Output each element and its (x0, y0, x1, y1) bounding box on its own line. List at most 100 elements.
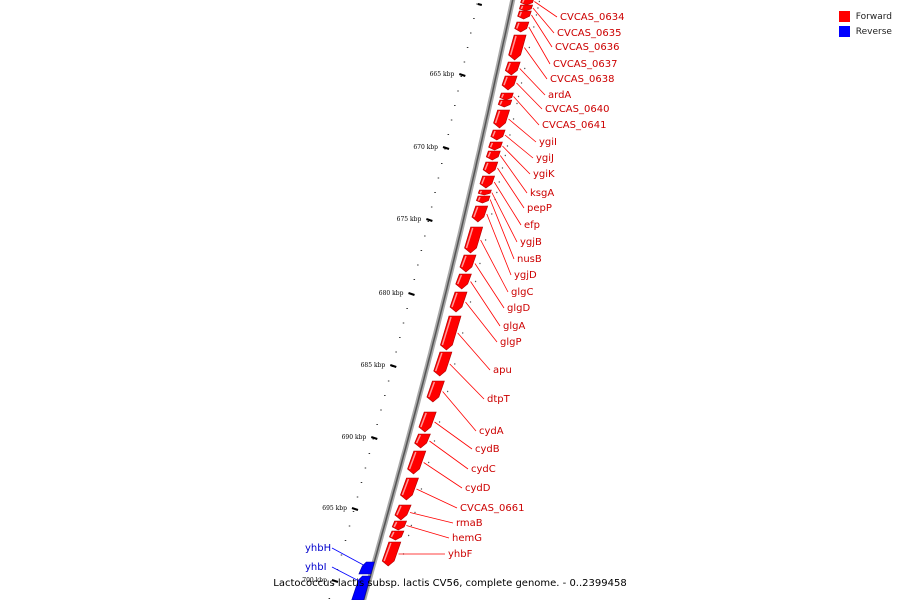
gene-leader-line (489, 199, 515, 260)
gene-dot (506, 145, 509, 147)
gene-label[interactable]: cydC (471, 464, 496, 475)
gene-label[interactable]: CVCAS_0661 (460, 503, 524, 514)
gene-arrow[interactable] (493, 109, 511, 129)
gene-arrow[interactable] (407, 450, 427, 475)
reverse-swatch (838, 26, 850, 37)
gene-label[interactable]: nusB (517, 254, 542, 265)
gene-label[interactable]: ardA (548, 90, 571, 101)
gene-highlight (484, 162, 489, 171)
gene-label[interactable]: ygiJ (536, 153, 554, 164)
gene-label[interactable]: hemG (452, 533, 482, 544)
gene-dot (528, 46, 531, 49)
gene-leader-line (331, 566, 360, 582)
gene-label[interactable]: CVCAS_0638 (550, 74, 614, 85)
gene-leader-line (465, 301, 498, 343)
gene-highlight (473, 206, 479, 218)
gene-label[interactable]: cydA (479, 426, 504, 437)
gene-leader-line (519, 68, 546, 96)
gene-leader-line (457, 332, 491, 371)
gene-dot (479, 262, 481, 265)
gene-highlight (487, 151, 492, 158)
gene-leader-line (528, 26, 551, 65)
gene-highlight (481, 176, 486, 185)
gene-highlight (503, 76, 508, 86)
gene-label[interactable]: CVCAS_0640 (545, 104, 609, 115)
gene-label[interactable]: ygiI (539, 137, 557, 148)
gene-highlight (408, 451, 417, 470)
gene-label[interactable]: glgD (507, 303, 530, 314)
gene-highlight (393, 521, 398, 528)
gene-leader-line (531, 14, 553, 48)
gene-leader-line (423, 462, 463, 489)
gene-highlight (479, 190, 483, 194)
gene-dot (537, 7, 539, 9)
gene-label[interactable]: glgP (500, 337, 522, 348)
gene-arrow[interactable] (433, 351, 453, 377)
axis-tick-label: 685 kbp (361, 362, 386, 369)
gene-arrow-reverse[interactable] (351, 575, 371, 600)
gene-label[interactable]: rmaB (456, 518, 483, 529)
gene-label[interactable]: CVCAS_0641 (542, 120, 606, 131)
gene-label[interactable]: CVCAS_0637 (553, 59, 617, 70)
gene-leader-line (493, 181, 522, 226)
axis-tick-label: 665 kbp (430, 71, 455, 78)
gene-label[interactable]: CVCAS_0634 (560, 12, 624, 23)
major-tick (370, 436, 378, 440)
gene-arrow-reverse[interactable] (358, 561, 375, 575)
gene-arrow[interactable] (394, 504, 412, 521)
gene-label[interactable]: ygiK (533, 169, 555, 180)
gene-label[interactable]: efp (524, 220, 540, 231)
gene-highlight (521, 0, 525, 3)
gene-dot (420, 488, 423, 490)
gene-leader-line (416, 488, 458, 509)
gene-label[interactable]: apu (493, 365, 512, 376)
gene-label[interactable]: cydB (475, 444, 500, 455)
axis-tick-label: 700 kbp (302, 577, 327, 584)
gene-leader-line (491, 192, 518, 243)
legend-forward: Forward (838, 9, 892, 24)
gene-label[interactable]: dtpT (487, 394, 511, 405)
gene-dot (535, 14, 538, 16)
gene-arrow[interactable] (426, 380, 445, 403)
gene-arrow[interactable] (400, 477, 419, 501)
major-tick (477, 3, 483, 6)
gene-label[interactable]: yhbF (448, 549, 473, 560)
gene-label[interactable]: cydD (465, 483, 491, 494)
gene-highlight (451, 292, 458, 308)
gene-label[interactable]: ygjB (520, 237, 542, 248)
gene-dot (538, 0, 541, 3)
gene-label[interactable]: ygjD (514, 270, 537, 281)
gene-label[interactable]: yhbI (305, 562, 327, 573)
gene-leader-line (502, 145, 531, 175)
gene-label[interactable]: glgC (511, 287, 533, 298)
backbone-core (362, 0, 514, 600)
gene-label[interactable]: yhbH (305, 543, 331, 554)
gene-arrow[interactable] (508, 34, 527, 61)
map-caption: Lactococcus lactis subsp. lactis CV56, c… (273, 578, 627, 589)
gene-label[interactable]: glgA (503, 321, 525, 332)
gene-highlight (415, 434, 422, 444)
gene-dot (474, 280, 477, 283)
legend: Forward Reverse (838, 9, 892, 39)
gene-leader-line (534, 1, 558, 18)
gene-label[interactable]: CVCAS_0636 (555, 42, 619, 53)
gene-highlight (499, 100, 503, 105)
gene-leader-line (429, 440, 469, 470)
gene-arrow[interactable] (440, 315, 462, 351)
gene-label[interactable]: CVCAS_0635 (557, 28, 621, 39)
gene-arrow[interactable] (418, 411, 437, 433)
gene-dot (454, 363, 456, 365)
gene-highlight (383, 542, 392, 562)
gene-arrow[interactable] (449, 291, 468, 313)
forward-swatch (838, 11, 850, 22)
gene-dot (520, 82, 523, 84)
gene-arrow[interactable] (464, 226, 484, 254)
gene-label[interactable]: ksgA (530, 188, 554, 199)
gene-arrow[interactable] (381, 541, 402, 567)
gene-label[interactable]: pepP (527, 203, 552, 214)
axis-tick-label: 680 kbp (379, 290, 404, 297)
gene-highlight (461, 255, 467, 268)
gene-dot (498, 181, 500, 183)
gene-arrow[interactable] (459, 254, 477, 273)
gene-dot (469, 301, 472, 303)
